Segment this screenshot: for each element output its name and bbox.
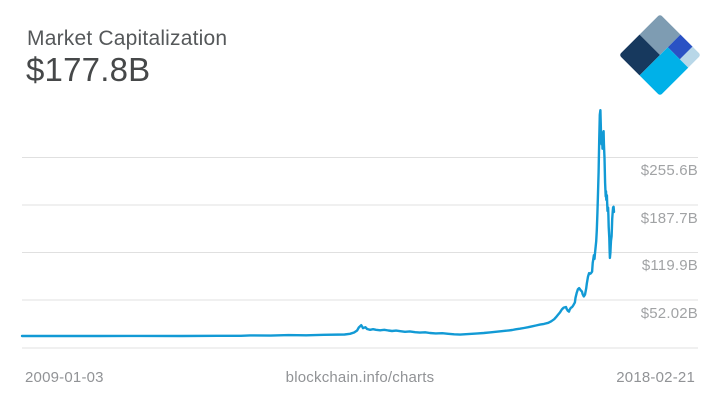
current-value: $177.8B [26, 51, 151, 88]
watermark-text: blockchain.info/charts [285, 369, 435, 386]
x-axis-start-date: 2009-01-03 [25, 369, 104, 386]
x-axis: 2009-01-03 blockchain.info/charts 2018-0… [0, 369, 720, 387]
y-axis-label: $119.9B [641, 257, 698, 274]
page-title: Market Capitalization [27, 27, 228, 50]
market-cap-line [20, 109, 616, 338]
x-axis-end-date: 2018-02-21 [616, 369, 695, 386]
y-axis-label: $187.7B [640, 209, 698, 227]
y-axis-label: $52.02B [640, 304, 698, 322]
y-axis-label: $255.6B [640, 162, 698, 179]
